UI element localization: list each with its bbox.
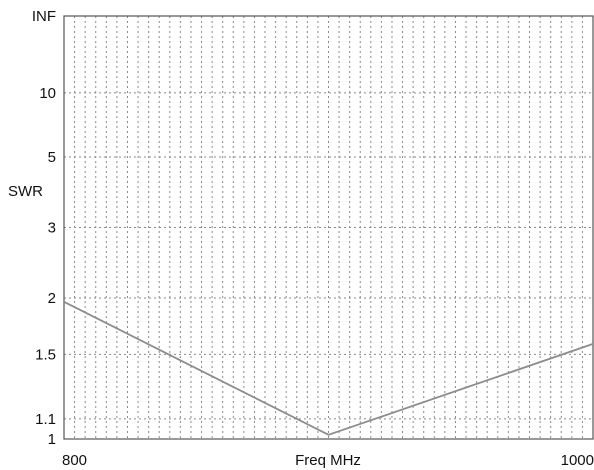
y-tick-labels: INF 10 5 3 2 1.5 1.1 1 [32, 8, 56, 448]
y-tick-label: 2 [48, 290, 56, 307]
x-tick-labels: 800 1000 [62, 452, 594, 469]
x-axis-label: Freq MHz [295, 452, 361, 469]
y-tick-label: 1.1 [35, 411, 56, 428]
y-tick-label: 1 [48, 431, 56, 448]
y-tick-label: 1.5 [35, 346, 56, 363]
y-tick-label: 5 [48, 149, 56, 166]
x-tick-label: 1000 [561, 452, 594, 469]
horizontal-grid [64, 92, 593, 420]
plot-frame [63, 15, 594, 440]
series-group [63, 301, 594, 436]
y-tick-label: INF [32, 8, 56, 25]
x-tick-label: 800 [62, 452, 87, 469]
swr-curve [63, 301, 594, 436]
y-tick-label: 10 [39, 85, 56, 102]
y-tick-label: 3 [48, 220, 56, 237]
y-axis-label: SWR [8, 183, 43, 200]
